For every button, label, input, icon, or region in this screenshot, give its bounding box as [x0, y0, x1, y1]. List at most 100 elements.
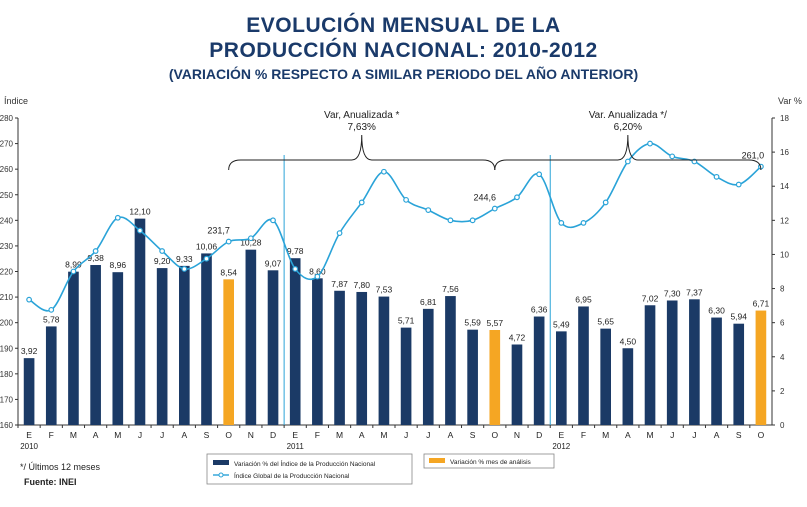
- bar: [267, 270, 279, 425]
- index-point: [92, 248, 99, 254]
- bar-value-label: 7,37: [686, 287, 703, 297]
- bar: [289, 258, 301, 425]
- x-tick-label: F: [49, 430, 54, 440]
- right-tick-label: 18: [780, 114, 789, 123]
- right-tick-label: 2: [780, 387, 785, 396]
- x-tick-label: O: [491, 430, 498, 440]
- bar-value-label: 7,87: [331, 279, 348, 289]
- x-tick-label: J: [404, 430, 408, 440]
- bar: [201, 253, 212, 425]
- x-tick-label: J: [692, 430, 696, 440]
- bar-value-label: 9,78: [287, 246, 304, 256]
- annualized-brace: [228, 134, 496, 171]
- index-point: [114, 214, 121, 221]
- left-tick-label: 200: [0, 319, 14, 328]
- bar-value-label: 8,60: [309, 266, 326, 276]
- x-tick-label: S: [736, 430, 742, 440]
- bar-value-label: 9,38: [87, 253, 104, 263]
- x-tick-label: A: [714, 430, 720, 440]
- bar-value-label: 5,78: [43, 314, 60, 324]
- bar: [45, 326, 57, 425]
- left-tick-label: 180: [0, 370, 14, 379]
- bar-value-label: 9,20: [154, 256, 171, 266]
- annualized-label: Var, Anualizada *: [324, 110, 400, 121]
- x-tick-label: J: [160, 430, 164, 440]
- right-tick-label: 0: [780, 421, 785, 430]
- x-tick-label: M: [114, 430, 121, 440]
- index-point: [624, 158, 631, 165]
- index-point: [292, 266, 299, 272]
- bar-value-label: 6,30: [708, 306, 725, 316]
- bar-value-label: 5,71: [398, 316, 415, 326]
- right-tick-label: 16: [780, 148, 789, 157]
- bar-value-label: 4,72: [509, 332, 526, 342]
- x-tick-label: O: [758, 430, 765, 440]
- bar: [489, 330, 501, 425]
- index-point: [358, 199, 365, 206]
- index-line: [28, 142, 762, 312]
- bar: [622, 348, 634, 425]
- index-point: [447, 217, 454, 224]
- bar-value-label: 7,30: [664, 288, 681, 298]
- index-point: [491, 205, 498, 212]
- bar-value-label: 7,02: [642, 293, 659, 303]
- bar-value-label: 5,94: [730, 312, 747, 322]
- x-tick-label: D: [536, 430, 542, 440]
- left-tick-label: 250: [0, 191, 14, 200]
- bar: [400, 327, 412, 425]
- bar: [68, 271, 79, 425]
- x-tick-label: F: [315, 430, 320, 440]
- bar: [689, 299, 700, 425]
- right-tick-label: 6: [780, 319, 785, 328]
- x-tick-label: E: [292, 430, 298, 440]
- left-tick-label: 160: [0, 421, 14, 430]
- bar: [356, 291, 368, 425]
- index-point: [669, 153, 676, 160]
- bar: [755, 310, 767, 425]
- left-axis-label: Índice: [4, 96, 28, 106]
- bar-value-label: 7,56: [442, 284, 459, 294]
- bar: [533, 316, 545, 425]
- x-tick-label: D: [270, 430, 276, 440]
- index-point: [602, 199, 609, 206]
- index-point: [381, 168, 387, 175]
- bar: [556, 331, 567, 425]
- index-point: [225, 238, 232, 245]
- bar: [711, 317, 722, 425]
- bar-value-label: 6,95: [575, 294, 592, 304]
- right-tick-label: 8: [780, 285, 785, 294]
- bar: [223, 279, 234, 425]
- x-tick-label: A: [181, 430, 187, 440]
- x-tick-label: N: [514, 430, 520, 440]
- x-tick-label: M: [646, 430, 653, 440]
- x-tick-label: J: [426, 430, 430, 440]
- x-tick-label: M: [380, 430, 387, 440]
- bar: [156, 268, 168, 425]
- x-tick-label: N: [248, 430, 254, 440]
- x-tick-label: A: [359, 430, 365, 440]
- index-point: [181, 266, 188, 272]
- index-point: [425, 207, 432, 214]
- index-point: [336, 230, 343, 237]
- bar-value-label: 10,28: [240, 238, 262, 248]
- bar-value-label: 6,36: [531, 305, 548, 315]
- chart-title-line2: PRODUCCIÓN NACIONAL: 2010-2012: [209, 39, 598, 62]
- bar-value-label: 5,59: [464, 318, 481, 328]
- x-tick-label: E: [558, 430, 564, 440]
- index-point: [48, 306, 55, 313]
- bar-value-label: 5,65: [597, 317, 614, 327]
- index-point: [713, 173, 720, 180]
- index-point: [203, 255, 210, 262]
- bar: [733, 323, 745, 425]
- legend-box: [206, 453, 413, 485]
- index-point: [270, 217, 276, 224]
- index-point-label: 261,0: [742, 151, 765, 161]
- left-tick-label: 240: [0, 216, 14, 225]
- x-tick-label: A: [625, 430, 631, 440]
- bar-value-label: 9,33: [176, 254, 193, 264]
- right-tick-label: 10: [780, 250, 789, 259]
- left-tick-label: 190: [0, 344, 14, 353]
- x-tick-label: J: [138, 430, 142, 440]
- bar: [134, 218, 146, 425]
